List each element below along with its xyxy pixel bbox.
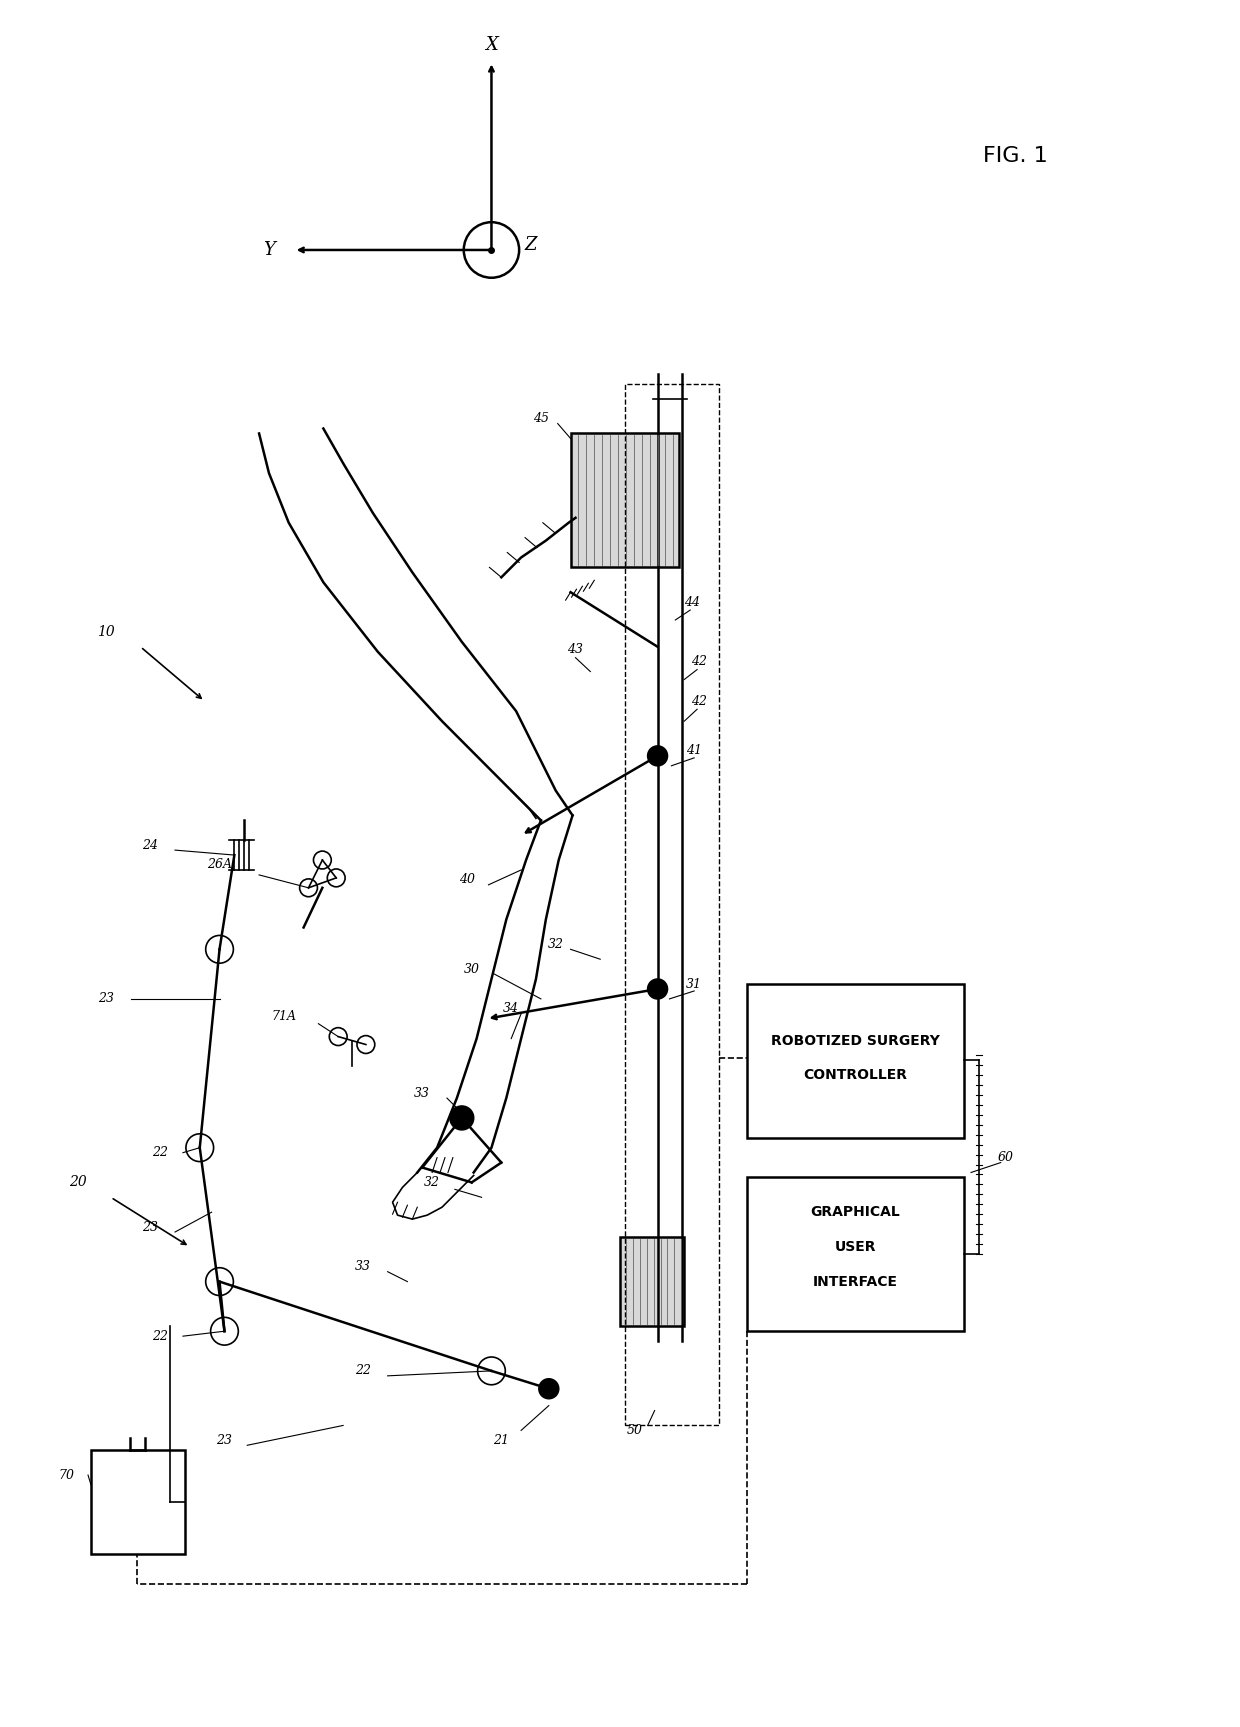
Text: 60: 60 [998,1152,1013,1164]
Text: 22: 22 [153,1147,169,1159]
Text: 23: 23 [217,1433,232,1447]
Circle shape [539,1378,559,1399]
Text: 30: 30 [464,962,480,976]
Text: 23: 23 [143,1221,159,1233]
Text: INTERFACE: INTERFACE [813,1275,898,1288]
Text: Z: Z [525,237,537,254]
Text: ROBOTIZED SURGERY: ROBOTIZED SURGERY [771,1033,940,1048]
Text: 32: 32 [548,938,564,952]
Text: GRAPHICAL: GRAPHICAL [811,1205,900,1219]
Text: 22: 22 [355,1364,371,1378]
Text: 34: 34 [503,1002,520,1015]
Text: 20: 20 [69,1176,87,1190]
Text: 44: 44 [684,596,701,608]
FancyBboxPatch shape [620,1237,684,1326]
Text: FIG. 1: FIG. 1 [983,145,1048,166]
Text: Y: Y [263,242,275,259]
Text: 41: 41 [686,744,702,758]
Text: 23: 23 [98,993,114,1005]
Text: 21: 21 [494,1433,510,1447]
Circle shape [450,1105,474,1129]
Text: 33: 33 [414,1086,430,1100]
Text: X: X [485,36,498,54]
Text: 32: 32 [424,1176,440,1188]
Circle shape [647,746,667,765]
Text: 71A: 71A [272,1010,296,1024]
FancyBboxPatch shape [570,433,680,568]
Text: 42: 42 [691,694,707,708]
Text: 43: 43 [568,642,584,656]
Text: 42: 42 [691,655,707,668]
Text: 10: 10 [97,625,114,639]
Text: 26A: 26A [207,858,232,872]
Text: 70: 70 [58,1468,74,1482]
Text: 40: 40 [459,874,475,886]
Text: USER: USER [835,1240,877,1254]
Text: 50: 50 [627,1423,642,1437]
Text: CONTROLLER: CONTROLLER [804,1069,908,1083]
Text: 24: 24 [143,839,159,851]
Text: 45: 45 [533,413,549,425]
Text: 31: 31 [686,977,702,991]
Text: 33: 33 [355,1261,371,1273]
Circle shape [647,979,667,998]
Text: 22: 22 [153,1330,169,1342]
